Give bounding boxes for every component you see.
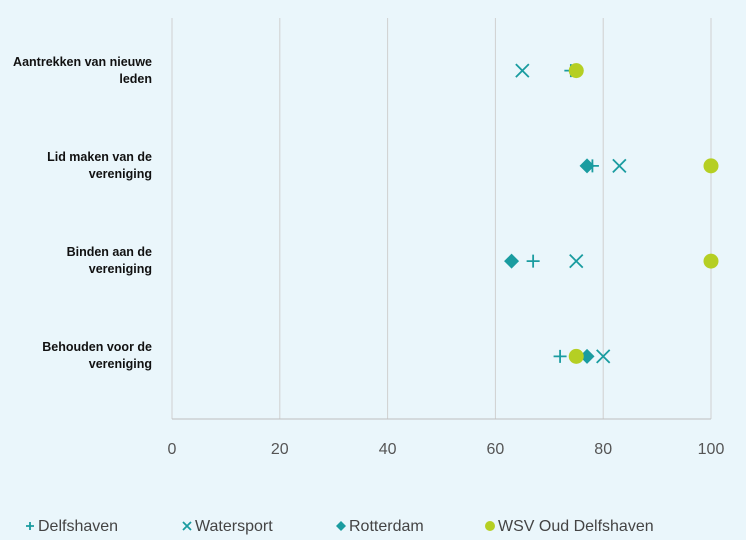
x-tick-label: 0 — [168, 441, 177, 458]
category-label: Binden aan de vereniging — [66, 245, 152, 277]
category-label: Aantrekken van nieuwe leden — [13, 54, 152, 86]
marker-x — [612, 158, 627, 174]
marker-x — [569, 253, 584, 269]
marker-circle — [703, 158, 719, 174]
x-tick-label: 40 — [379, 441, 397, 458]
marker-circle — [568, 348, 584, 364]
marker-circle — [568, 63, 584, 79]
marker-circle — [703, 253, 719, 269]
legend-marker — [26, 522, 34, 530]
marker-plus — [526, 254, 540, 268]
legend-marker — [182, 521, 192, 531]
marker-diamond — [579, 348, 595, 364]
legend-marker — [336, 521, 346, 531]
marker-diamond — [504, 253, 520, 269]
marker-x — [515, 63, 530, 78]
legend-label: WSV Oud Delfshaven — [498, 518, 654, 535]
legend-label: Watersport — [195, 518, 273, 535]
x-tick-label: 80 — [594, 441, 612, 458]
marker-diamond — [579, 158, 595, 174]
x-tick-label: 60 — [487, 441, 505, 458]
marker-plus — [553, 349, 567, 363]
x-tick-label: 20 — [271, 441, 289, 458]
legend-label: Rotterdam — [349, 518, 424, 535]
legend-marker — [485, 521, 495, 531]
marker-x — [596, 349, 611, 364]
category-label: Lid maken van de vereniging — [47, 149, 152, 181]
category-label: Behouden voor de vereniging — [42, 340, 152, 372]
legend-label: Delfshaven — [38, 518, 118, 535]
x-tick-label: 100 — [698, 441, 725, 458]
